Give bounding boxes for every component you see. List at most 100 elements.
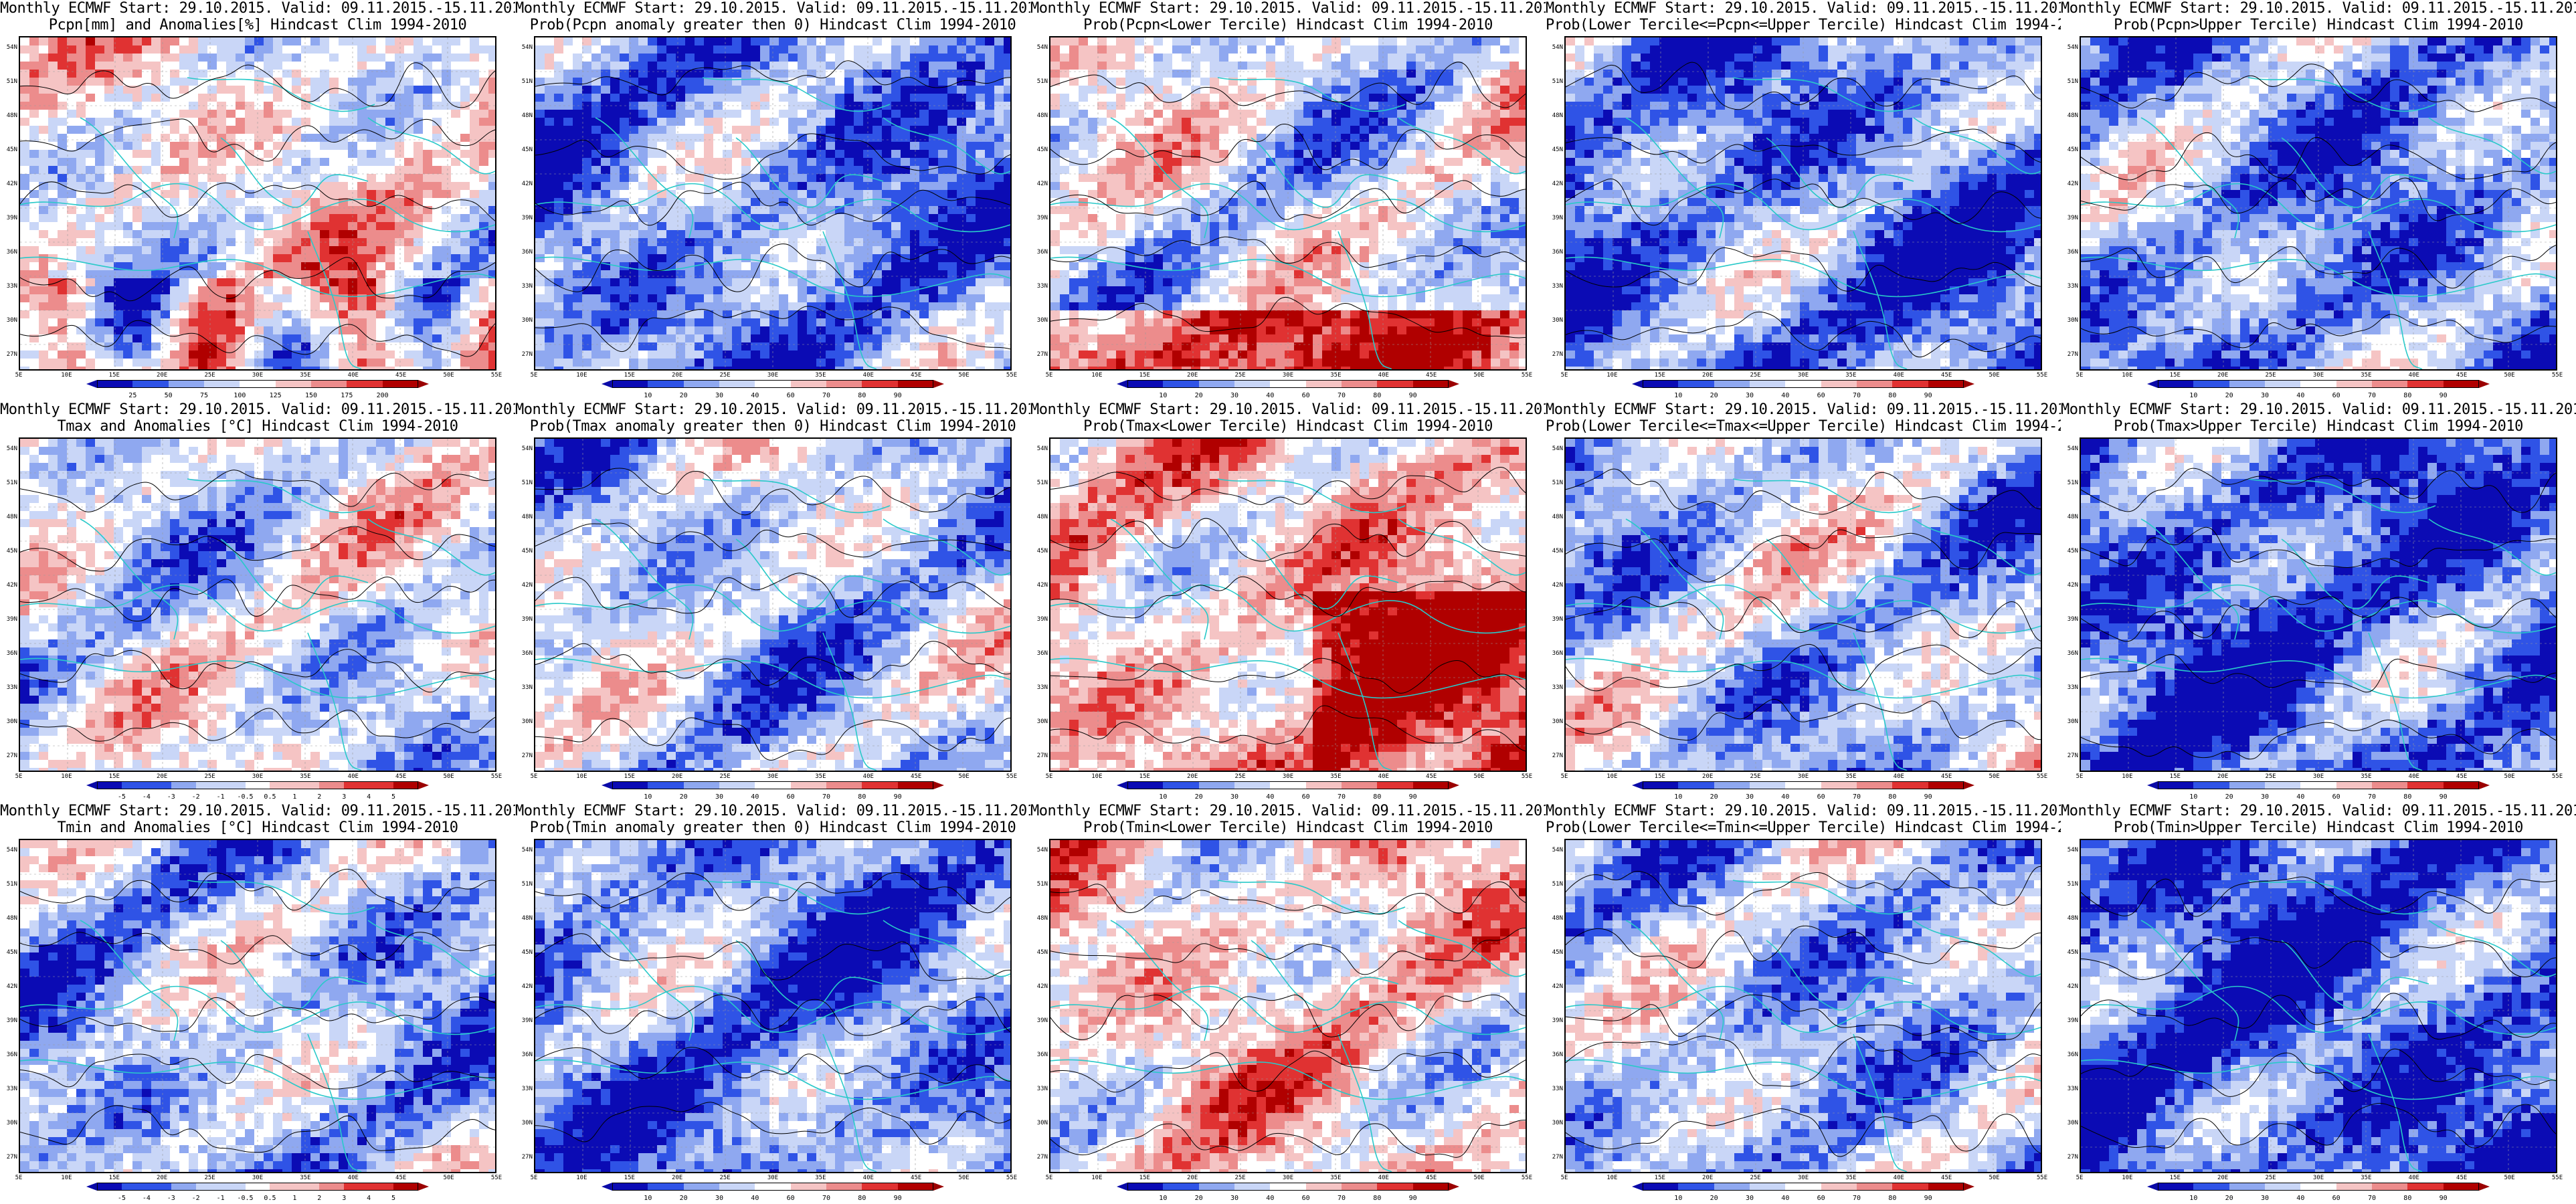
probability-map-icon xyxy=(2080,437,2557,772)
longitude-label: 15E xyxy=(104,773,124,780)
longitude-label: 10E xyxy=(56,773,76,780)
colorbar-label: -4 xyxy=(133,793,160,801)
colorbar-label: 30 xyxy=(1736,1195,1763,1202)
latitude-label: 39N xyxy=(515,215,533,221)
colorbar-label: 10 xyxy=(1149,392,1176,399)
latitude-label: 36N xyxy=(0,249,17,256)
colorbar-label: -4 xyxy=(133,1195,160,1202)
colorbar-swatch xyxy=(2336,781,2373,789)
colorbar-swatch xyxy=(204,380,240,388)
colorbar-label: 80 xyxy=(2394,1195,2421,1202)
colorbar-label: 60 xyxy=(1293,1195,1319,1202)
latitude-label: 45N xyxy=(2061,146,2078,153)
colorbar-swatch xyxy=(1892,1183,1929,1191)
colorbar-label: 70 xyxy=(813,1195,840,1202)
latitude-label: 48N xyxy=(1546,915,1563,922)
longitude-label: 55E xyxy=(2547,1175,2567,1181)
colorbar-swatch xyxy=(790,380,827,388)
longitude-label: 40E xyxy=(1889,1175,1909,1181)
panel-title-line2: Prob(Tmax>Upper Tercile) Hindcast Clim 1… xyxy=(2061,418,2576,435)
colorbar-label: 2 xyxy=(306,793,333,801)
colorbar-label: 70 xyxy=(2359,392,2385,399)
colorbar-frame xyxy=(612,380,933,388)
longitude-label: 30E xyxy=(248,773,268,780)
latitude-label: 54N xyxy=(1030,445,1048,452)
latitude-label: 36N xyxy=(515,249,533,256)
colorbar-low-arrow xyxy=(602,781,612,789)
colorbar-frame xyxy=(97,380,418,388)
latitude-label: 27N xyxy=(1546,752,1563,759)
latitude-label: 48N xyxy=(2061,112,2078,119)
longitude-label: 25E xyxy=(1230,372,1251,379)
latitude-label: 54N xyxy=(515,44,533,51)
longitude-label: 25E xyxy=(1230,773,1251,780)
colorbar-label: 80 xyxy=(1364,793,1390,801)
longitude-label: 25E xyxy=(715,1175,735,1181)
panel-title-line1: Monthly ECMWF Start: 29.10.2015. Valid: … xyxy=(1030,401,1546,418)
longitude-label: 15E xyxy=(2165,372,2185,379)
colorbar-label: 90 xyxy=(2430,392,2457,399)
colorbar-frame xyxy=(1643,781,1964,789)
colorbar-swatch xyxy=(1643,781,1679,789)
colorbar-swatch xyxy=(719,380,755,388)
latitude-label: 54N xyxy=(1030,847,1048,854)
latitude-label: 51N xyxy=(1030,480,1048,486)
colorbar-swatch xyxy=(862,1183,899,1191)
colorbar-high-arrow xyxy=(1964,1183,1974,1191)
latitude-label: 39N xyxy=(1030,616,1048,623)
colorbar-swatch xyxy=(132,380,169,388)
colorbar-swatch xyxy=(1342,380,1378,388)
latitude-label: 39N xyxy=(2061,215,2078,221)
colorbar-high-arrow xyxy=(1449,1183,1459,1191)
colorbar-label: 30 xyxy=(706,392,733,399)
latitude-label: 48N xyxy=(1546,112,1563,119)
colorbar-label: 3 xyxy=(331,1195,357,1202)
latitude-label: 51N xyxy=(1546,480,1563,486)
panel-title-line1: Monthly ECMWF Start: 29.10.2015. Valid: … xyxy=(2061,0,2576,17)
colorbar-label: 60 xyxy=(2323,793,2350,801)
longitude-label: 50E xyxy=(2500,1175,2520,1181)
longitude-label: 50E xyxy=(1469,1175,1489,1181)
latitude-label: 30N xyxy=(1546,1120,1563,1126)
colorbar-swatch xyxy=(1234,380,1271,388)
colorbar-label: 40 xyxy=(741,392,768,399)
colorbar-label: 60 xyxy=(1808,392,1835,399)
longitude-label: 5E xyxy=(524,372,544,379)
colorbar xyxy=(1117,380,1459,388)
colorbar-label: 40 xyxy=(1772,392,1799,399)
longitude-label: 20E xyxy=(152,773,172,780)
longitude-label: 10E xyxy=(2117,773,2137,780)
colorbar-label: 40 xyxy=(1257,1195,1283,1202)
longitude-label: 5E xyxy=(1039,372,1059,379)
colorbar-swatch xyxy=(2407,380,2444,388)
longitude-label: 15E xyxy=(620,1175,640,1181)
latitude-label: 39N xyxy=(0,1017,17,1024)
colorbar-swatch xyxy=(347,380,383,388)
colorbar-swatch xyxy=(1127,1183,1164,1191)
colorbar-label: 10 xyxy=(1665,392,1691,399)
longitude-label: 55E xyxy=(2032,1175,2052,1181)
longitude-label: 50E xyxy=(1469,372,1489,379)
panel-title-line2: Prob(Tmin anomaly greater then 0) Hindca… xyxy=(515,819,1030,836)
colorbar-label: 30 xyxy=(1736,392,1763,399)
colorbar-label: 10 xyxy=(1149,1195,1176,1202)
longitude-label: 25E xyxy=(200,1175,220,1181)
colorbar-swatch xyxy=(1857,380,1893,388)
latitude-label: 39N xyxy=(1030,1017,1048,1024)
latitude-label: 27N xyxy=(0,351,17,358)
longitude-label: 50E xyxy=(2500,372,2520,379)
longitude-label: 35E xyxy=(1325,1175,1346,1181)
latitude-label: 42N xyxy=(0,181,17,187)
longitude-label: 10E xyxy=(1602,773,1622,780)
colorbar-swatch xyxy=(826,380,862,388)
colorbar-swatch xyxy=(897,781,934,789)
latitude-label: 48N xyxy=(1030,514,1048,520)
longitude-label: 25E xyxy=(715,773,735,780)
colorbar-swatch xyxy=(2407,1183,2444,1191)
longitude-label: 15E xyxy=(620,773,640,780)
colorbar-swatch xyxy=(195,781,221,789)
longitude-label: 35E xyxy=(2356,773,2376,780)
longitude-label: 30E xyxy=(2308,372,2328,379)
colorbar-swatch xyxy=(2193,380,2230,388)
colorbar-label: 90 xyxy=(1915,793,1942,801)
